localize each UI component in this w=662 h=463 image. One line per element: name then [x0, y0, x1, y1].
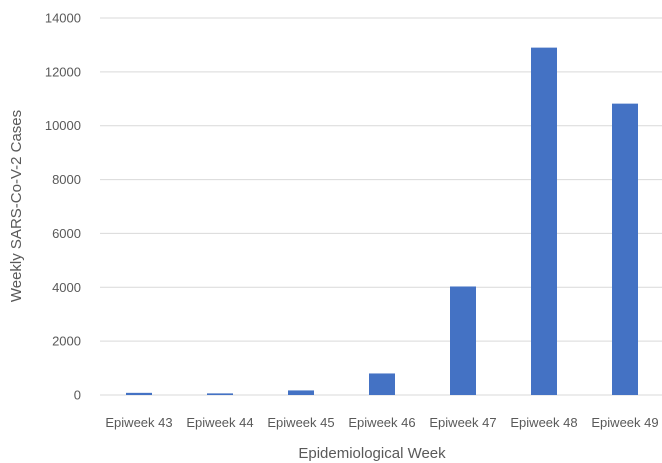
x-tick-label: Epiweek 45	[267, 415, 334, 430]
y-tick-label: 14000	[45, 11, 81, 26]
y-tick-label: 8000	[52, 172, 81, 187]
bar	[207, 393, 233, 395]
x-tick-labels: Epiweek 43 Epiweek 44 Epiweek 45 Epiweek 46…	[105, 415, 658, 430]
y-tick-label: 4000	[52, 280, 81, 295]
y-tick-label: 2000	[52, 334, 81, 349]
x-tick-label: Epiweek 46	[348, 415, 415, 430]
bar	[531, 47, 557, 395]
x-tick-label: Epiweek 43	[105, 415, 172, 430]
bar	[126, 392, 152, 395]
y-axis-title: Weekly SARS-Co-V-2 Cases	[8, 110, 25, 302]
y-tick-labels: 0 2000 4000 6000 8000 10000 12000 14000	[45, 11, 81, 403]
y-tick-label: 6000	[52, 226, 81, 241]
bar	[450, 286, 476, 395]
bar	[369, 373, 395, 395]
gridlines	[100, 17, 662, 396]
x-tick-label: Epiweek 44	[186, 415, 253, 430]
x-tick-label: Epiweek 49	[591, 415, 658, 430]
bar	[288, 390, 314, 395]
x-tick-label: Epiweek 47	[429, 415, 496, 430]
bars	[126, 47, 638, 395]
x-axis-title: Epidemiological Week	[298, 445, 446, 462]
y-tick-label: 12000	[45, 64, 81, 79]
x-tick-label: Epiweek 48	[510, 415, 577, 430]
y-tick-label: 0	[74, 388, 81, 403]
bar	[612, 103, 638, 395]
y-tick-label: 10000	[45, 118, 81, 133]
